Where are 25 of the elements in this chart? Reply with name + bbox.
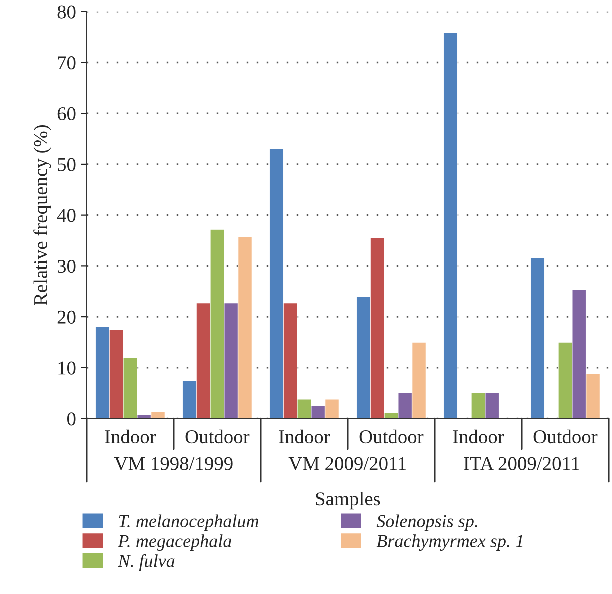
text: VM 2009/2011 (288, 457, 406, 471)
legend-label: T. melanocephalum (119, 514, 259, 532)
legend-label: P. megacephala (118, 534, 232, 552)
y-tick-label: 30 (58, 260, 76, 274)
legend-label: Solenopsis sp. (376, 514, 478, 532)
y-tick-label: 10 (58, 362, 76, 375)
x-tick-label: Indoor (105, 430, 156, 444)
y-axis-title: Relative frequency (%) (34, 125, 52, 306)
legend-label: Brachymyrmex sp. 1 (376, 534, 523, 552)
y-tick-label: 60 (58, 107, 76, 121)
y-tick-label: 40 (57, 209, 76, 222)
text: ITA 2009/2011 (464, 457, 580, 470)
x-tick-label: Outdoor (186, 430, 250, 444)
text: VM 1998/1999 (114, 457, 233, 471)
x-tick-label: Outdoor (360, 430, 424, 444)
y-tick-label: 80 (58, 6, 76, 19)
y-tick-label: 50 (58, 158, 76, 172)
x-tick-label: Indoor (453, 430, 504, 444)
x-axis-title: Samples (316, 492, 380, 510)
y-tick-label: 70 (58, 56, 76, 70)
y-tick-label: 20 (58, 310, 76, 324)
x-tick-label: Outdoor (534, 430, 598, 444)
y-tick-label: 0 (68, 412, 76, 426)
x-tick-label: Indoor (279, 430, 330, 444)
legend-label: N. fulva (118, 554, 175, 571)
